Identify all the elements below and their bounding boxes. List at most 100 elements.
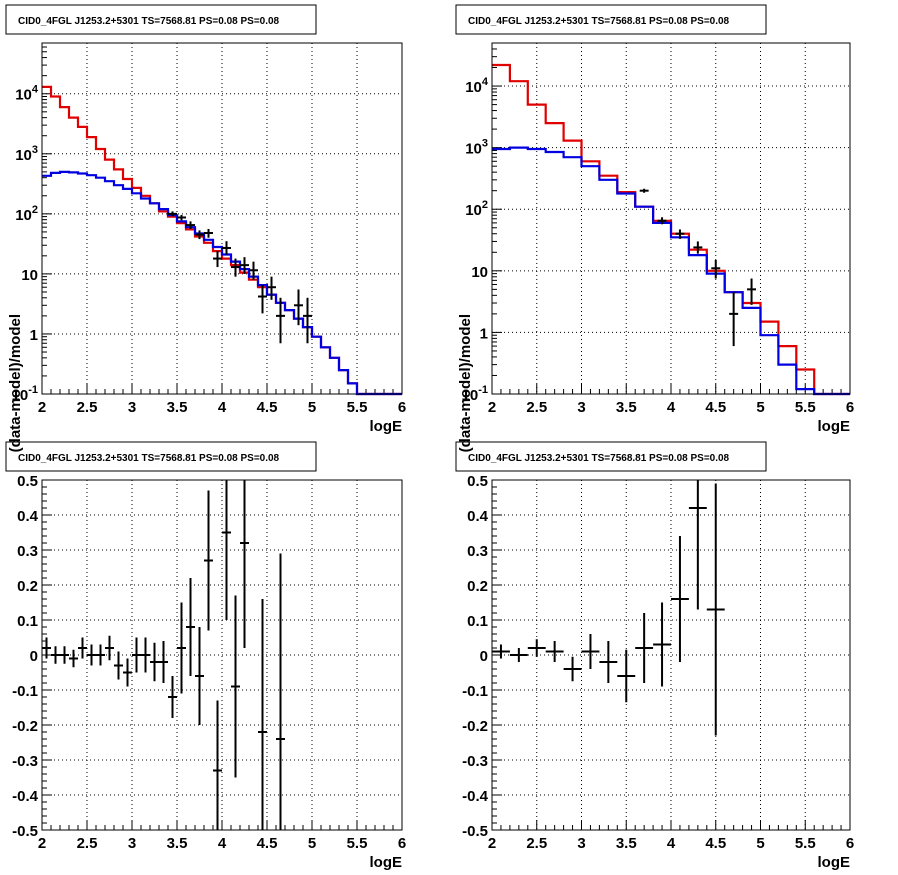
x-tick-label: 3 <box>128 835 136 852</box>
y-tick-label: -0.5 <box>12 823 38 840</box>
y-tick-label: 0.3 <box>467 543 488 560</box>
y-axis-title: (data-model)/model <box>457 314 474 452</box>
x-tick-label: 5 <box>756 835 764 852</box>
y-tick-label: 104 <box>15 84 39 104</box>
y-tick-base: 10 <box>471 264 488 281</box>
x-tick-label: 2 <box>488 399 496 416</box>
chart-panel-4: CID0_4FGL J1253.2+5301 TS=7568.81 PS=0.0… <box>455 314 854 871</box>
y-tick-base: 10 <box>12 387 29 404</box>
x-tick-label: 2.5 <box>526 399 547 416</box>
y-tick-label: 103 <box>465 138 488 158</box>
plot-frame <box>491 479 851 831</box>
y-tick-base: 10 <box>15 207 32 224</box>
x-tick-label: 3 <box>577 399 585 416</box>
data-points <box>639 188 757 347</box>
y-tick-label: 0.3 <box>17 543 38 560</box>
y-tick-label: 0.5 <box>467 473 488 490</box>
x-tick-label: 3.5 <box>167 835 188 852</box>
chart-panel-3: CID0_4FGL J1253.2+5301 TS=7568.81 PS=0.0… <box>5 314 406 871</box>
y-tick-exponent: 3 <box>482 138 488 150</box>
y-tick-label: -0.4 <box>462 788 489 805</box>
y-tick-base: 10 <box>465 79 482 96</box>
x-tick-label: 4 <box>667 835 676 852</box>
series-step-2 <box>492 146 850 396</box>
title-box <box>5 4 317 35</box>
y-tick-label: 10 <box>21 267 38 284</box>
y-tick-label: 0.1 <box>17 613 38 630</box>
y-tick-label: -0.3 <box>12 753 38 770</box>
series-step-2 <box>42 170 402 396</box>
x-tick-label: 6 <box>846 835 854 852</box>
y-tick-label: 1 <box>30 327 38 344</box>
y-tick-label: 0.4 <box>467 508 489 525</box>
y-axis-title: (data-model)/model <box>7 314 24 452</box>
x-tick-label: 5.5 <box>347 835 368 852</box>
x-tick-label: 4.5 <box>257 399 278 416</box>
y-tick-label: 103 <box>15 144 38 164</box>
y-tick-base: 1 <box>480 325 488 342</box>
y-tick-label: 0 <box>30 648 38 665</box>
y-tick-exponent: 4 <box>482 76 489 88</box>
residual-points <box>42 480 285 830</box>
x-tick-label: 6 <box>398 835 406 852</box>
y-tick-label: -0.2 <box>462 718 488 735</box>
x-tick-label: 4.5 <box>257 835 278 852</box>
x-axis-title: logE <box>370 418 403 435</box>
x-axis-title: logE <box>370 854 403 871</box>
y-tick-label: -0.5 <box>462 823 488 840</box>
y-tick-label: 104 <box>465 76 489 96</box>
y-tick-label: 102 <box>15 204 38 224</box>
x-tick-label: 5 <box>308 399 316 416</box>
x-tick-label: 2 <box>38 835 46 852</box>
x-axis-title: logE <box>818 418 851 435</box>
y-tick-label: 0.4 <box>17 508 39 525</box>
y-tick-base: 10 <box>462 387 479 404</box>
data-points <box>168 211 312 344</box>
x-tick-label: 5.5 <box>795 399 816 416</box>
y-tick-label: -0.4 <box>12 788 39 805</box>
x-tick-label: 2 <box>488 835 496 852</box>
x-tick-label: 4.5 <box>705 835 726 852</box>
y-tick-label: 0.5 <box>17 473 38 490</box>
y-tick-label: 0 <box>480 648 488 665</box>
y-tick-label: 1 <box>480 325 488 342</box>
y-tick-label: 0.2 <box>17 578 38 595</box>
x-tick-label: 6 <box>846 399 854 416</box>
y-tick-base: 10 <box>21 267 38 284</box>
chart-title: CID0_4FGL J1253.2+5301 TS=7568.81 PS=0.0… <box>468 16 730 27</box>
y-tick-label: -0.2 <box>12 718 38 735</box>
y-tick-base: 10 <box>15 87 32 104</box>
chart-panel-2: CID0_4FGL J1253.2+5301 TS=7568.81 PS=0.0… <box>455 4 854 435</box>
x-tick-label: 3.5 <box>616 835 637 852</box>
x-axis-title: logE <box>818 854 851 871</box>
y-tick-label: 0.2 <box>467 578 488 595</box>
x-tick-label: 6 <box>398 399 406 416</box>
x-tick-label: 5 <box>756 399 764 416</box>
x-tick-label: 4 <box>667 399 676 416</box>
x-tick-label: 3.5 <box>167 399 188 416</box>
x-tick-label: 2.5 <box>77 835 98 852</box>
plot-frame <box>41 479 403 831</box>
y-tick-label: 10-1 <box>462 384 488 404</box>
gridlines <box>42 43 402 394</box>
title-box <box>5 441 317 472</box>
x-tick-label: 4 <box>218 399 227 416</box>
y-tick-label: -0.3 <box>462 753 488 770</box>
gridlines <box>492 43 850 394</box>
chart-title: CID0_4FGL J1253.2+5301 TS=7568.81 PS=0.0… <box>18 16 280 27</box>
title-box <box>455 441 767 472</box>
plot-frame <box>41 42 403 395</box>
y-tick-exponent: 2 <box>482 199 488 211</box>
residual-points <box>492 480 725 736</box>
y-tick-label: 102 <box>465 199 488 219</box>
y-tick-exponent: 3 <box>32 144 38 156</box>
x-tick-label: 2 <box>38 399 46 416</box>
y-tick-label: 10-1 <box>12 384 38 404</box>
x-tick-label: 3 <box>128 399 136 416</box>
plot-frame <box>491 42 851 395</box>
chart-title: CID0_4FGL J1253.2+5301 TS=7568.81 PS=0.0… <box>468 453 730 464</box>
x-tick-label: 3 <box>577 835 585 852</box>
chart-panel-1: CID0_4FGL J1253.2+5301 TS=7568.81 PS=0.0… <box>5 4 406 435</box>
y-tick-label: 0.1 <box>467 613 488 630</box>
